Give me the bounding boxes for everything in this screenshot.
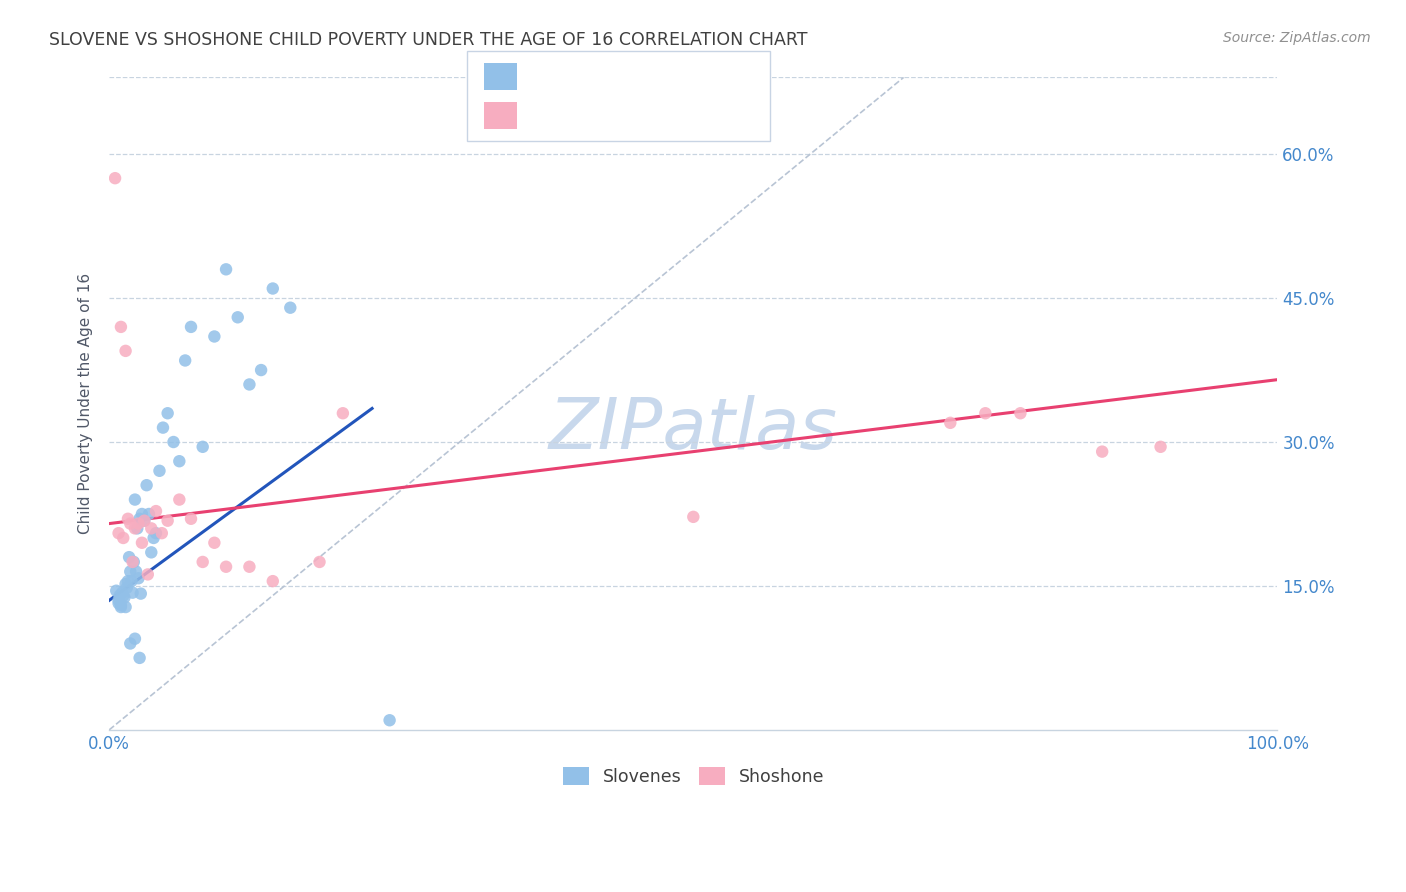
Point [128,512,150,526]
Point [148,464,170,478]
Point [120,574,142,588]
Text: Source: ZipAtlas.com: Source: ZipAtlas.com [1223,31,1371,45]
Point [131,507,153,521]
Point [278,301,301,315]
Point [112,591,135,605]
Point [121,555,143,569]
Point [145,526,167,541]
Y-axis label: Child Poverty Under the Age of 16: Child Poverty Under the Age of 16 [79,273,93,534]
Point [150,526,173,541]
Point [134,514,156,528]
Point [107,596,129,610]
Point [308,555,330,569]
Point [238,559,260,574]
Point [378,713,401,727]
Point [129,586,152,600]
Point [174,353,197,368]
Point [128,651,150,665]
Point [202,329,225,343]
Point [117,574,139,588]
Point [121,585,143,599]
Point [141,545,163,559]
Text: SLOVENE VS SHOSHONE CHILD POVERTY UNDER THE AGE OF 16 CORRELATION CHART: SLOVENE VS SHOSHONE CHILD POVERTY UNDER … [49,31,807,49]
Point [127,516,149,531]
Point [107,593,129,607]
Point [238,377,260,392]
Point [122,555,145,569]
Point [108,589,131,603]
Point [138,507,160,521]
Point [112,589,135,603]
Text: R = 0.286: R = 0.286 [524,68,612,86]
Point [114,343,136,358]
Point [107,526,129,541]
Point [124,492,146,507]
Point [125,565,148,579]
Point [215,559,238,574]
Point [156,514,179,528]
Text: ZIPatlas: ZIPatlas [548,395,838,464]
Point [124,632,146,646]
Point [180,512,202,526]
Text: N = 32: N = 32 [644,106,709,124]
Point [120,565,142,579]
Point [262,281,284,295]
Point [180,319,202,334]
Point [152,420,174,434]
Point [110,598,132,612]
Text: R = 0.286: R = 0.286 [524,106,612,124]
Point [120,636,142,650]
Text: N = 50: N = 50 [644,68,710,86]
Point [682,509,704,524]
Point [114,600,136,615]
Point [191,555,214,569]
Point [1010,406,1032,420]
Point [162,435,184,450]
Point [1149,440,1171,454]
Point [114,577,136,591]
Point [120,516,142,531]
Point [939,416,962,430]
Point [131,535,153,549]
Point [169,492,191,507]
Point [124,521,146,535]
Point [1091,444,1114,458]
Point [262,574,284,588]
Point [142,531,165,545]
Point [332,406,354,420]
Point [111,585,134,599]
Point [127,571,149,585]
Point [127,521,149,535]
Point [145,504,167,518]
Point [215,262,238,277]
Point [115,581,138,595]
Point [169,454,191,468]
Point [105,583,128,598]
Point [134,514,156,528]
Point [202,535,225,549]
Point [135,478,157,492]
Point [117,512,139,526]
Point [110,319,132,334]
Point [226,310,249,325]
Point [104,171,127,186]
Point [136,567,159,582]
Point [250,363,273,377]
Point [156,406,179,420]
Point [141,521,163,535]
Point [974,406,997,420]
Point [112,531,135,545]
Legend: Slovenes, Shoshone: Slovenes, Shoshone [555,760,831,793]
Point [110,600,132,615]
Point [191,440,214,454]
Point [118,550,141,565]
